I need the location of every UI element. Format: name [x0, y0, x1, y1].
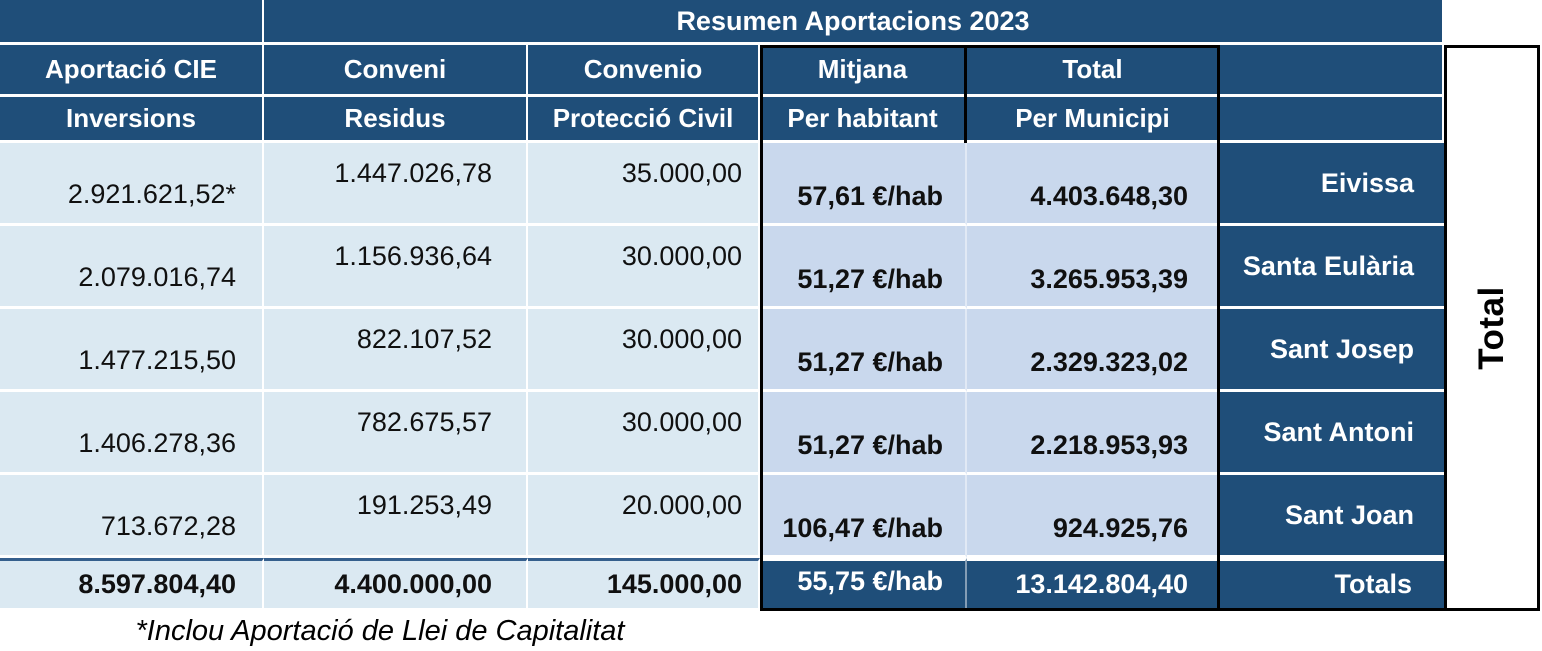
- totals-row-label: Totals: [1220, 558, 1444, 611]
- cell-per-habitant: 51,27 €/hab: [760, 309, 967, 392]
- cell-residus: 1.447.026,78: [264, 143, 528, 226]
- table-title: Resumen Aportacions 2023: [264, 0, 1444, 45]
- cell-inversions: 1.406.278,36: [0, 392, 264, 475]
- header-aportacio-cie: Aportació CIE: [0, 45, 264, 97]
- header-convenio: Convenio: [528, 45, 760, 97]
- table-grid: Resumen Aportacions 2023 Aportació CIE C…: [0, 0, 1444, 611]
- cell-inversions: 2.079.016,74: [0, 226, 264, 309]
- cell-residus: 822.107,52: [264, 309, 528, 392]
- cell-proteccio-civil: 20.000,00: [528, 475, 760, 558]
- cell-per-municipi: 4.403.648,30: [967, 143, 1220, 226]
- row-label-municipi: Sant Antoni: [1220, 392, 1444, 475]
- header-per-municipi: Per Municipi: [967, 97, 1220, 143]
- totals-per-habitant: 55,75 €/hab: [760, 558, 967, 611]
- cell-residus: 1.156.936,64: [264, 226, 528, 309]
- cell-inversions: 2.921.621,52*: [0, 143, 264, 226]
- cell-per-municipi: 2.218.953,93: [967, 392, 1220, 475]
- cell-residus: 191.253,49: [264, 475, 528, 558]
- cell-per-municipi: 924.925,76: [967, 475, 1220, 558]
- header-total: Total: [967, 45, 1220, 97]
- cell-inversions: 1.477.215,50: [0, 309, 264, 392]
- header-conveni: Conveni: [264, 45, 528, 97]
- header-mitjana: Mitjana: [760, 45, 967, 97]
- side-total-label: Total: [1471, 286, 1511, 370]
- totals-proteccio-civil: 145.000,00: [528, 558, 760, 611]
- cell-per-municipi: 2.329.323,02: [967, 309, 1220, 392]
- cell-per-habitant: 51,27 €/hab: [760, 226, 967, 309]
- cell-per-habitant: 51,27 €/hab: [760, 392, 967, 475]
- cell-per-habitant: 106,47 €/hab: [760, 475, 967, 558]
- header-per-habitant: Per habitant: [760, 97, 967, 143]
- totals-per-municipi: 13.142.804,40: [967, 558, 1220, 611]
- side-total-column: Total: [1444, 45, 1540, 611]
- totals-residus: 4.400.000,00: [264, 558, 528, 611]
- cell-residus: 782.675,57: [264, 392, 528, 475]
- header-residus: Residus: [264, 97, 528, 143]
- cell-per-habitant: 57,61 €/hab: [760, 143, 967, 226]
- row-label-municipi: Eivissa: [1220, 143, 1444, 226]
- row-label-municipi: Santa Eulària: [1220, 226, 1444, 309]
- totals-inversions: 8.597.804,40: [0, 558, 264, 611]
- cell-proteccio-civil: 30.000,00: [528, 392, 760, 475]
- cell-per-municipi: 3.265.953,39: [967, 226, 1220, 309]
- header-proteccio-civil: Protecció Civil: [528, 97, 760, 143]
- cell-inversions: 713.672,28: [0, 475, 264, 558]
- corner-blank-cell: [0, 0, 264, 45]
- row-label-municipi: Sant Joan: [1220, 475, 1444, 558]
- cell-proteccio-civil: 30.000,00: [528, 226, 760, 309]
- header-municipi-blank: [1220, 97, 1444, 143]
- footnote: *Inclou Aportació de Llei de Capitalitat: [135, 615, 625, 647]
- header-municipi-blank: [1220, 45, 1444, 97]
- cell-proteccio-civil: 35.000,00: [528, 143, 760, 226]
- header-inversions: Inversions: [0, 97, 264, 143]
- row-label-municipi: Sant Josep: [1220, 309, 1444, 392]
- cell-proteccio-civil: 30.000,00: [528, 309, 760, 392]
